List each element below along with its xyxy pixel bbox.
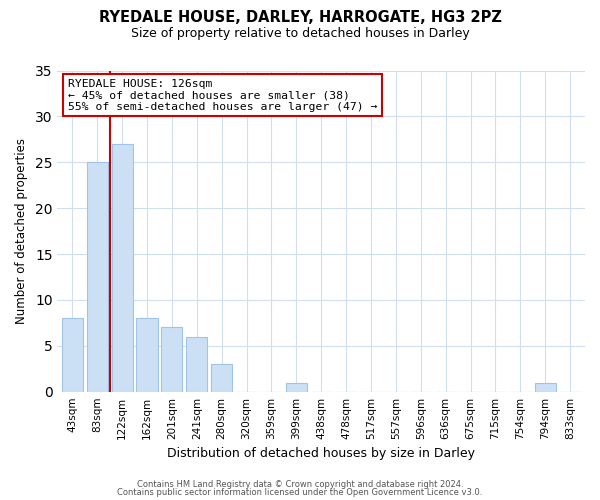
Text: Contains HM Land Registry data © Crown copyright and database right 2024.: Contains HM Land Registry data © Crown c… (137, 480, 463, 489)
Y-axis label: Number of detached properties: Number of detached properties (15, 138, 28, 324)
Bar (535, 382, 556, 392)
X-axis label: Distribution of detached houses by size in Darley: Distribution of detached houses by size … (167, 447, 475, 460)
Bar (86, 162, 108, 392)
Bar (136, 318, 158, 392)
Bar (211, 364, 232, 392)
Text: Contains public sector information licensed under the Open Government Licence v3: Contains public sector information licen… (118, 488, 482, 497)
Bar (112, 144, 133, 392)
Bar (186, 336, 208, 392)
Text: Size of property relative to detached houses in Darley: Size of property relative to detached ho… (131, 28, 469, 40)
Text: RYEDALE HOUSE: 126sqm
← 45% of detached houses are smaller (38)
55% of semi-deta: RYEDALE HOUSE: 126sqm ← 45% of detached … (68, 78, 377, 112)
Bar (286, 382, 307, 392)
Text: RYEDALE HOUSE, DARLEY, HARROGATE, HG3 2PZ: RYEDALE HOUSE, DARLEY, HARROGATE, HG3 2P… (98, 10, 502, 25)
Bar (62, 318, 83, 392)
Bar (161, 328, 182, 392)
